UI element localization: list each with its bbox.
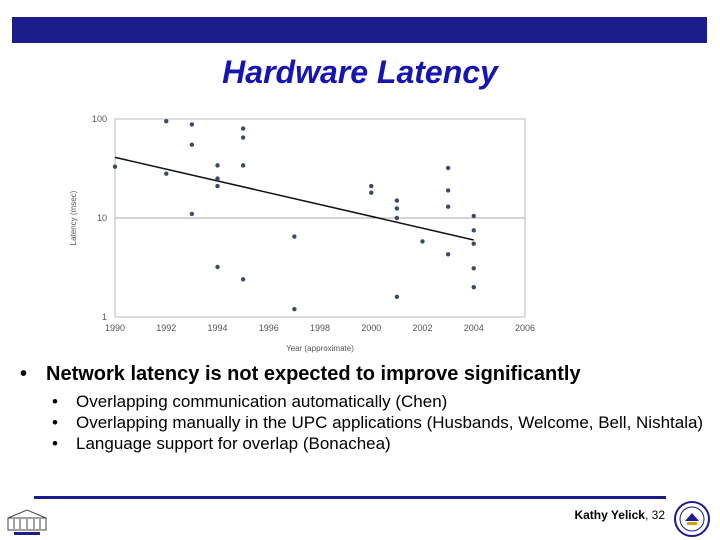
bullet-list: • Network latency is not expected to imp… — [20, 360, 710, 454]
sub-bullet-text: Overlapping manually in the UPC applicat… — [76, 413, 704, 432]
data-point — [471, 266, 476, 271]
x-tick-label: 2004 — [464, 323, 484, 333]
data-point — [369, 183, 374, 189]
x-tick-label: 2002 — [412, 323, 432, 333]
data-point — [445, 252, 451, 257]
y-tick-labels: 1 10 100 — [92, 114, 107, 322]
footer-divider — [34, 496, 666, 499]
data-point — [189, 211, 195, 217]
x-tick-labels: 1990 1992 1994 1996 1998 2000 2002 2004 2006 — [105, 323, 535, 333]
main-bullet: • Network latency is not expected to imp… — [20, 360, 710, 388]
data-point — [394, 294, 400, 299]
data-point — [394, 206, 400, 211]
x-tick-label: 1992 — [156, 323, 176, 333]
data-point — [471, 213, 476, 219]
data-point — [420, 239, 425, 244]
data-point — [445, 204, 451, 209]
y-tick-label: 10 — [97, 213, 107, 223]
data-point — [369, 190, 374, 195]
x-tick-label: 2000 — [361, 323, 381, 333]
x-tick-label: 1994 — [207, 323, 227, 333]
sub-bullet-text: Language support for overlap (Bonachea) — [76, 434, 391, 453]
x-tick-label: 1998 — [310, 323, 330, 333]
x-tick-label: 2006 — [515, 323, 535, 333]
latency-scatter-chart: 1 10 100 1990 1992 1994 1996 1998 2000 2002 2004 2… — [69, 114, 535, 353]
data-point — [445, 188, 451, 193]
y-tick-label: 100 — [92, 114, 107, 124]
data-point — [189, 142, 195, 147]
data-points — [112, 119, 476, 312]
data-point — [471, 284, 476, 290]
slide-title: Hardware Latency — [222, 54, 498, 90]
data-point — [240, 163, 246, 168]
x-tick-label: 1990 — [105, 323, 125, 333]
data-point — [189, 122, 195, 127]
data-point — [292, 306, 297, 312]
data-point — [215, 264, 220, 270]
data-point — [240, 135, 246, 140]
top-accent-bar — [12, 17, 707, 43]
data-point — [164, 119, 169, 124]
data-point — [215, 176, 220, 181]
bullet-dot: • — [52, 413, 58, 432]
data-point — [394, 198, 400, 203]
sub-bullet: • Overlapping manually in the UPC applic… — [52, 412, 710, 433]
data-point — [215, 163, 220, 168]
trend-line-path — [114, 156, 474, 241]
data-point — [112, 164, 118, 169]
sub-bullet: • Language support for overlap (Bonachea… — [52, 433, 710, 454]
data-point — [445, 165, 451, 171]
sub-bullet-text: Overlapping communication automatically … — [76, 392, 448, 411]
trend-line — [114, 156, 474, 241]
sub-bullet: • Overlapping communication automaticall… — [52, 391, 710, 412]
footer-separator: , — [644, 508, 652, 522]
sub-bullet-list: • Overlapping communication automaticall… — [52, 391, 710, 454]
x-axis-title: Year (approximate) — [286, 344, 354, 353]
data-point — [292, 234, 297, 239]
bullet-dot: • — [52, 392, 58, 411]
data-point — [215, 183, 220, 189]
bullet-dot: • — [52, 434, 58, 453]
footer-credit: Kathy Yelick, 32 — [480, 508, 665, 522]
university-building-logo — [7, 509, 47, 535]
y-axis-title: Latency (msec) — [69, 190, 78, 245]
page-number: 32 — [651, 508, 665, 522]
x-tick-label: 1996 — [259, 323, 279, 333]
data-point — [164, 171, 169, 176]
data-point — [471, 228, 476, 233]
data-point — [471, 241, 476, 246]
data-point — [394, 215, 400, 221]
main-bullet-text: Network latency is not expected to impro… — [46, 363, 581, 385]
y-tick-label: 1 — [102, 312, 107, 322]
footer-author: Kathy Yelick — [574, 508, 645, 522]
university-seal-icon — [674, 501, 710, 537]
bullet-dot: • — [20, 363, 28, 385]
data-point — [240, 126, 246, 131]
data-point — [240, 277, 246, 282]
